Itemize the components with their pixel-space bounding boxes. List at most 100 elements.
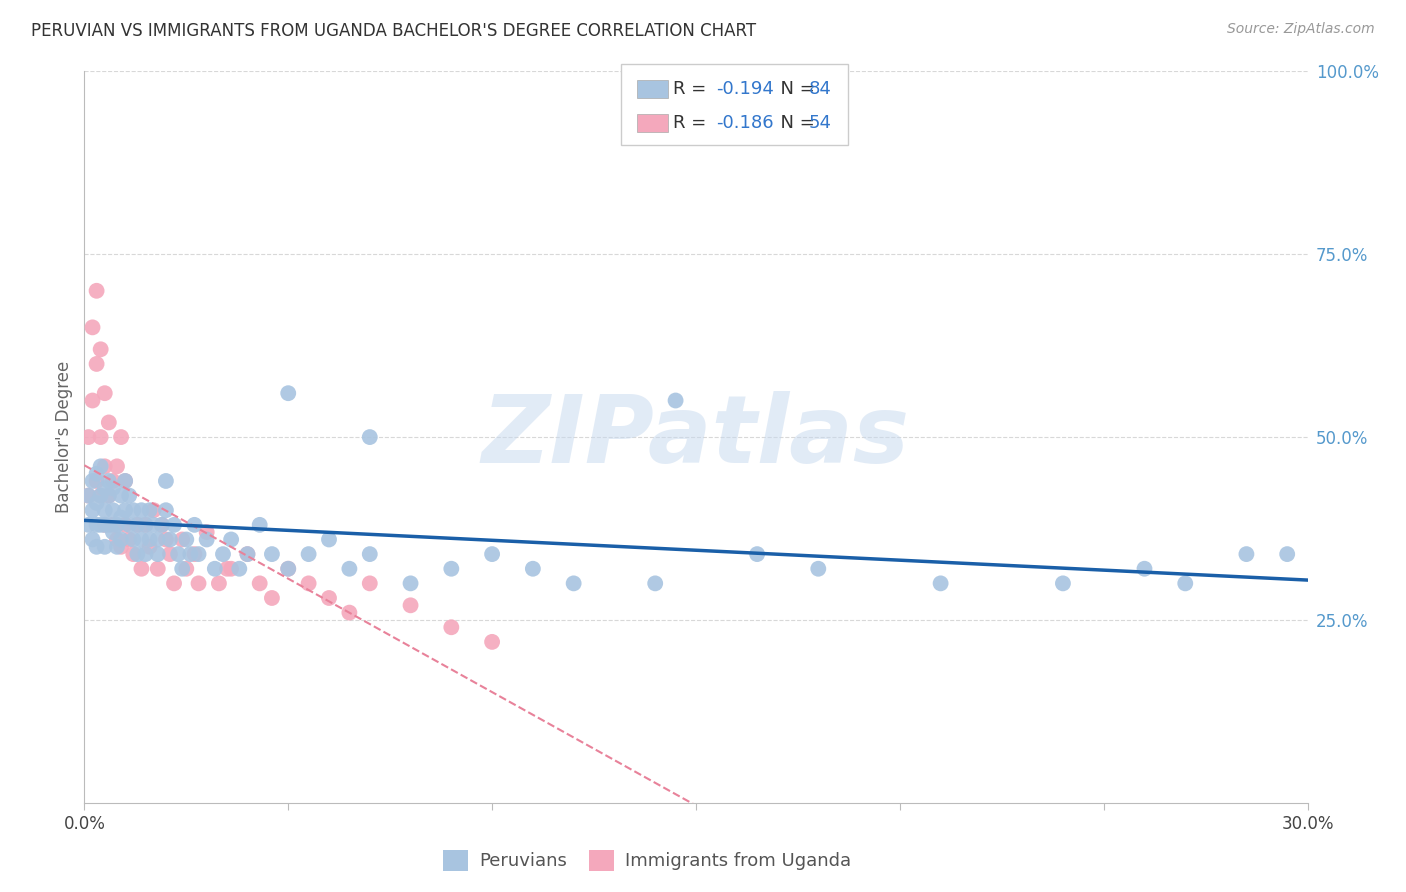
Point <box>159 547 181 561</box>
Point <box>219 533 242 547</box>
Point <box>86 496 108 510</box>
Point <box>217 562 239 576</box>
Point <box>82 393 104 408</box>
Point <box>155 503 177 517</box>
Point <box>90 459 112 474</box>
Point <box>86 474 108 488</box>
Point <box>105 540 128 554</box>
Point <box>179 547 201 561</box>
Point <box>97 517 120 532</box>
Point <box>228 562 250 576</box>
Point <box>86 357 108 371</box>
Point <box>127 517 149 532</box>
Point <box>807 562 830 576</box>
Point <box>174 562 197 576</box>
Point <box>82 503 104 517</box>
Point <box>77 489 100 503</box>
Point <box>97 489 120 503</box>
Point <box>101 474 124 488</box>
Point <box>163 517 186 532</box>
Point <box>318 533 340 547</box>
Text: R =: R = <box>673 114 713 132</box>
Point <box>110 533 132 547</box>
Text: Source: ZipAtlas.com: Source: ZipAtlas.com <box>1227 22 1375 37</box>
Point <box>187 547 209 561</box>
Point <box>93 481 115 495</box>
Point <box>131 503 153 517</box>
Point <box>142 517 165 532</box>
Point <box>110 540 132 554</box>
Point <box>122 503 145 517</box>
Point <box>90 430 112 444</box>
Point <box>127 517 149 532</box>
Point <box>118 517 141 532</box>
Point <box>90 489 112 503</box>
Point <box>399 576 422 591</box>
Point <box>399 599 422 613</box>
Point <box>90 489 112 503</box>
Point <box>105 459 128 474</box>
Point <box>138 533 160 547</box>
Point <box>135 547 157 561</box>
Point <box>204 562 226 576</box>
Point <box>236 547 259 561</box>
Text: N =: N = <box>769 80 821 98</box>
Point <box>481 635 503 649</box>
Point <box>105 517 128 532</box>
Point <box>105 533 128 547</box>
Point <box>359 547 381 561</box>
Point <box>101 481 124 495</box>
Point <box>208 576 231 591</box>
Point <box>135 517 157 532</box>
Point <box>260 547 283 561</box>
Point <box>249 517 271 532</box>
Point <box>155 474 177 488</box>
Point <box>90 343 112 357</box>
Text: -0.194: -0.194 <box>716 80 773 98</box>
Point <box>277 386 299 401</box>
Point <box>86 467 108 481</box>
Point <box>359 576 381 591</box>
Point <box>122 533 145 547</box>
Point <box>159 533 181 547</box>
Point <box>93 517 115 532</box>
Point <box>747 547 769 561</box>
Point <box>1052 576 1074 591</box>
Point <box>131 533 153 547</box>
Point <box>142 503 165 517</box>
Point <box>155 533 177 547</box>
Point <box>1236 547 1258 561</box>
Point <box>359 430 381 444</box>
Point <box>114 474 136 488</box>
Point <box>97 474 120 488</box>
Point <box>77 430 100 444</box>
Point <box>138 540 160 554</box>
Point <box>174 533 197 547</box>
Point <box>82 474 104 488</box>
Point <box>86 540 108 554</box>
Point <box>138 503 160 517</box>
Point <box>97 489 120 503</box>
Point <box>481 547 503 561</box>
Point <box>101 503 124 517</box>
Point <box>929 576 952 591</box>
Point <box>219 562 242 576</box>
Y-axis label: Bachelor's Degree: Bachelor's Degree <box>55 361 73 513</box>
Point <box>110 430 132 444</box>
Point <box>167 547 190 561</box>
Point <box>101 517 124 532</box>
Text: R =: R = <box>673 80 713 98</box>
Point <box>260 591 283 605</box>
Point <box>277 562 299 576</box>
Point <box>172 533 194 547</box>
Point <box>118 489 141 503</box>
Point <box>110 510 132 524</box>
Point <box>122 547 145 561</box>
Text: 84: 84 <box>808 80 831 98</box>
Point <box>298 547 321 561</box>
Point <box>82 320 104 334</box>
Point <box>86 284 108 298</box>
Point <box>195 533 218 547</box>
Point <box>298 576 321 591</box>
Point <box>150 517 173 532</box>
